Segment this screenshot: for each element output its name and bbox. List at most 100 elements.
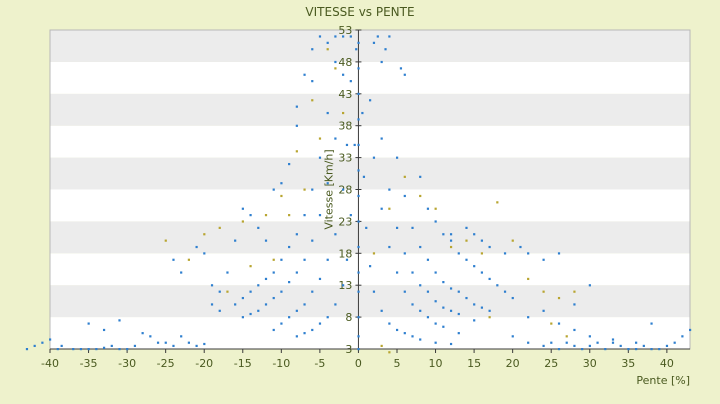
y-tick-label: 43 [338, 88, 352, 101]
data-point [488, 277, 491, 281]
data-point [342, 188, 345, 191]
data-point-secondary [527, 277, 530, 281]
data-point-secondary [488, 316, 491, 319]
data-point [195, 245, 198, 249]
data-point [357, 348, 360, 351]
grid-band [50, 317, 690, 349]
data-point [403, 194, 406, 198]
data-point [588, 344, 591, 348]
data-point [665, 344, 669, 348]
data-point [241, 316, 244, 319]
data-point [395, 271, 399, 274]
data-point [180, 271, 183, 274]
data-point [141, 332, 144, 335]
data-point-secondary [318, 137, 322, 140]
data-point [272, 328, 275, 332]
data-point [357, 316, 360, 319]
data-point [658, 348, 661, 351]
data-point [180, 335, 183, 338]
data-point [87, 348, 90, 351]
data-point [449, 309, 453, 312]
data-point [288, 281, 291, 284]
data-point [355, 48, 358, 51]
data-point-secondary [288, 214, 291, 217]
data-point [372, 290, 376, 293]
data-point [280, 182, 283, 185]
data-point [280, 290, 283, 293]
data-point [376, 35, 379, 38]
data-point [118, 348, 121, 351]
grid-band [50, 221, 690, 254]
x-tick-label: -40 [41, 357, 59, 370]
data-point [326, 41, 329, 44]
data-point [611, 338, 615, 341]
data-point-secondary [419, 194, 422, 198]
y-tick-label: 18 [338, 247, 352, 260]
data-point [349, 80, 352, 83]
data-point [60, 344, 63, 348]
data-point [527, 316, 530, 319]
data-point [288, 316, 291, 319]
data-point [172, 344, 175, 348]
data-point [342, 73, 345, 76]
data-point [272, 188, 275, 191]
data-point [473, 319, 476, 322]
data-point [588, 335, 591, 338]
data-point [264, 277, 268, 281]
data-point [272, 271, 275, 274]
data-point [442, 233, 445, 236]
data-point [550, 341, 553, 344]
y-tick-label: 53 [338, 24, 352, 37]
data-point [557, 348, 561, 351]
data-point [573, 344, 576, 348]
data-point [434, 220, 437, 223]
data-points [25, 35, 692, 354]
x-tick-label: 30 [583, 357, 597, 370]
data-point [511, 296, 514, 300]
data-point [488, 245, 491, 249]
data-point [362, 175, 366, 178]
data-point [249, 290, 252, 293]
x-axis: -40 -35 -30 -25 -20 -15 -10 -5 0 5 10 15 20 25 30 35 40 [41, 348, 690, 370]
data-point [334, 60, 337, 64]
data-point [218, 290, 221, 293]
grid-band [50, 125, 690, 158]
data-point [303, 258, 306, 261]
data-point [295, 309, 298, 312]
data-point [102, 328, 106, 332]
data-point [288, 245, 291, 249]
x-tick-label: 35 [621, 357, 635, 370]
data-point [503, 290, 507, 293]
data-point [334, 303, 337, 306]
grid-band [50, 253, 690, 286]
data-point [573, 303, 576, 306]
data-point [303, 303, 306, 306]
data-point-secondary [280, 194, 283, 198]
data-point [303, 73, 306, 76]
data-point [480, 271, 484, 274]
data-point [384, 48, 387, 51]
data-point [345, 143, 349, 147]
data-point [133, 344, 137, 348]
data-point [249, 214, 252, 217]
data-point-secondary [218, 226, 221, 229]
data-point [419, 245, 422, 249]
data-point [318, 322, 322, 325]
data-point [257, 226, 260, 229]
data-point [411, 271, 414, 274]
data-point [295, 335, 298, 338]
y-tick-label: 8 [345, 311, 352, 324]
y-tick-label: 23 [338, 215, 352, 228]
data-point [311, 48, 314, 51]
data-point [650, 348, 653, 351]
data-point [353, 143, 356, 147]
data-point [380, 207, 383, 210]
data-point [419, 338, 422, 341]
data-point [473, 303, 476, 306]
y-tick-label: 28 [338, 184, 352, 197]
data-point [457, 332, 460, 335]
data-point [87, 322, 90, 325]
data-point [426, 316, 430, 319]
